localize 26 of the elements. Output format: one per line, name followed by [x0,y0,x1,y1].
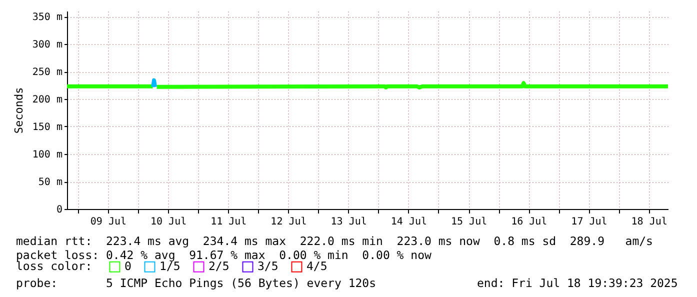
y-tick-label: 150 m [32,122,62,133]
x-tick-label: 14 Jul [390,216,428,228]
legend-label: 3/5 [258,258,278,273]
x-tick-label: 17 Jul [571,216,608,228]
x-tick-label: 13 Jul [330,216,367,228]
x-tick-label: 11 Jul [210,216,247,228]
y-tick-label: 0 [56,204,62,216]
text: probe: 5 ICMP Echo Pings (56 Bytes) every 120s [16,276,376,290]
y-axis-title: Seconds [12,87,26,134]
x-tick-label: 15 Jul [450,216,488,228]
text: end: Fri Jul 18 19:39:23 2025 [477,276,678,290]
x-tick-label: 16 Jul [511,216,548,228]
y-tick-label: 50 m [38,177,62,188]
y-tick-label: 350 m [32,12,62,23]
text: median rtt: 223.4 ms avg 234.4 ms max 222.0 ms min 223.0 ms now 0.8 ms sd 289.9 am/s [16,234,653,248]
x-tick-label: 18 Jul [631,216,668,228]
y-tick-label: 200 m [32,94,62,106]
y-tick-label: 100 m [32,150,62,160]
x-tick-label: 09 Jul [90,216,127,228]
y-tick-label: 250 m [32,67,62,78]
legend-label: 0 [124,258,132,273]
x-tick-label: 12 Jul [270,216,307,228]
legend-label: 2/5 [208,258,230,273]
legend-label: 4/5 [306,258,328,273]
x-tick-label: 10 Jul [150,216,187,228]
y-tick-label: 300 m [32,40,62,50]
